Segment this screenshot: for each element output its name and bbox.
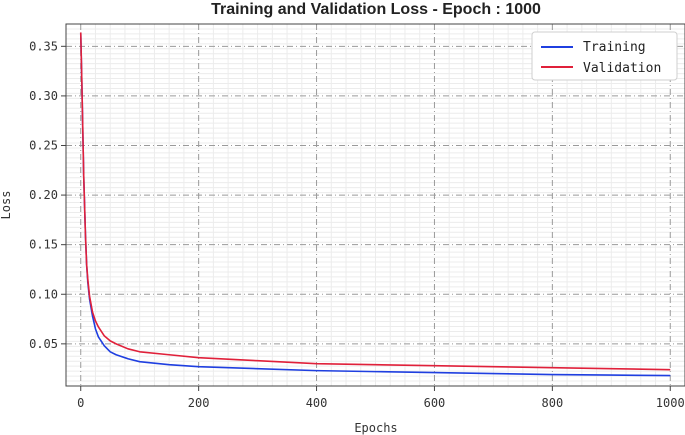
y-tick-label: 0.05 [29, 337, 58, 351]
axis-ticks: 0 200 400 600 800 1000 0.05 0.10 0.15 0.20 0.25 0.3… [29, 39, 685, 410]
legend-label-validation: Validation [583, 61, 661, 76]
y-axis-label: Loss [0, 191, 13, 220]
y-tick-label: 0.10 [29, 287, 58, 301]
x-tick-label: 800 [542, 396, 564, 410]
y-tick-label: 0.35 [29, 39, 58, 53]
grid [65, 23, 685, 387]
x-tick-label: 200 [188, 396, 210, 410]
y-tick-label: 0.20 [29, 188, 58, 202]
x-tick-label: 0 [77, 396, 84, 410]
y-tick-label: 0.15 [29, 238, 58, 252]
series-group [79, 32, 671, 377]
x-tick-label: 400 [306, 396, 328, 410]
series-line-validation [79, 32, 671, 371]
plot-frame [65, 23, 685, 387]
legend-label-training: Training [583, 40, 646, 55]
y-tick-label: 0.25 [29, 138, 58, 152]
chart-title: Training and Validation Loss - Epoch : 1… [211, 1, 541, 18]
legend: Training Validation [531, 31, 678, 81]
x-tick-label: 600 [424, 396, 446, 410]
y-tick-label: 0.30 [29, 89, 58, 103]
x-tick-label: 1000 [656, 396, 685, 410]
x-axis-label: Epochs [354, 421, 397, 435]
